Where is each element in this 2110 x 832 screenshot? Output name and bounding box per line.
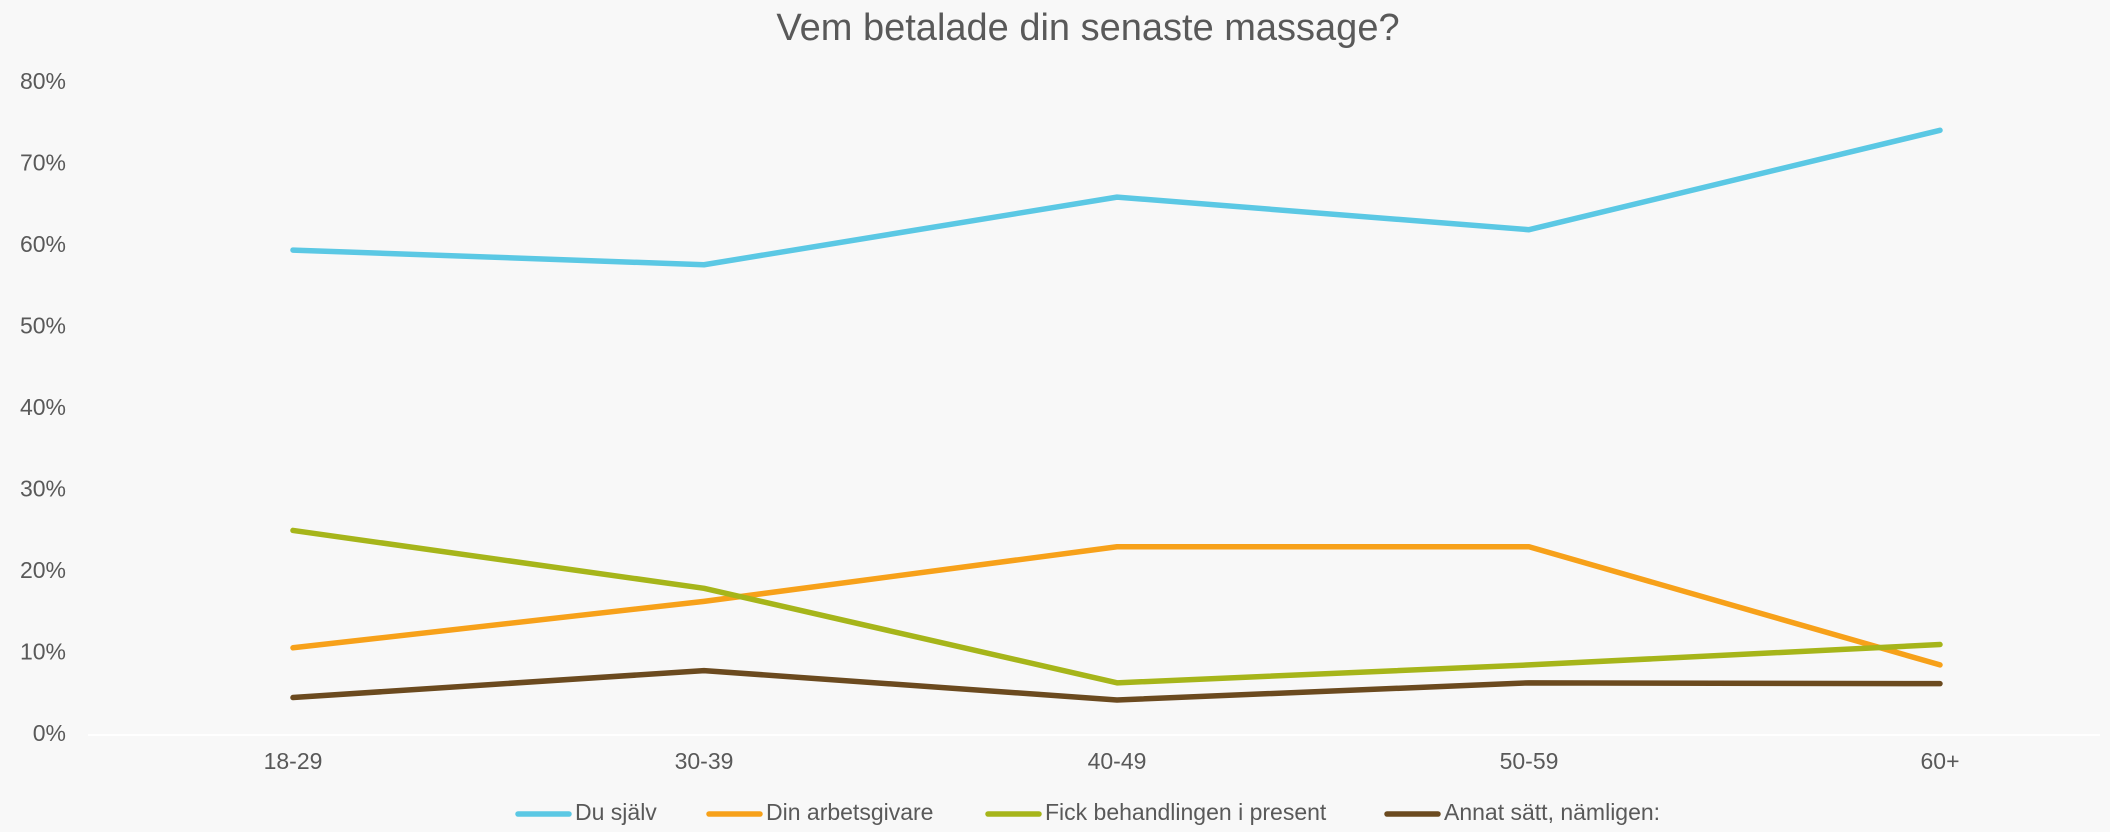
- y-tick-label: 0%: [33, 720, 66, 746]
- x-tick-label: 60+: [1920, 748, 1959, 774]
- y-tick-label: 70%: [20, 150, 66, 176]
- x-tick-label: 50-59: [1500, 748, 1559, 774]
- x-tick-label: 40-49: [1088, 748, 1147, 774]
- legend-label: Din arbetsgivare: [766, 799, 933, 825]
- y-tick-label: 30%: [20, 476, 66, 502]
- y-tick-label: 10%: [20, 639, 66, 665]
- chart-title: Vem betalade din senaste massage?: [776, 7, 1399, 49]
- x-tick-label: 30-39: [675, 748, 734, 774]
- series-line: [290, 667, 1943, 703]
- y-tick-label: 50%: [20, 313, 66, 339]
- legend-label: Fick behandlingen i present: [1045, 799, 1327, 825]
- series-line: [290, 543, 1943, 668]
- y-tick-label: 40%: [20, 394, 66, 420]
- legend-label: Annat sätt, nämligen:: [1444, 799, 1660, 825]
- y-tick-label: 20%: [20, 557, 66, 583]
- x-tick-label: 18-29: [264, 748, 323, 774]
- y-tick-label: 60%: [20, 231, 66, 257]
- y-tick-label: 80%: [20, 68, 66, 94]
- series-line: [290, 527, 1943, 686]
- legend-label: Du själv: [575, 799, 657, 825]
- series-line: [290, 127, 1943, 268]
